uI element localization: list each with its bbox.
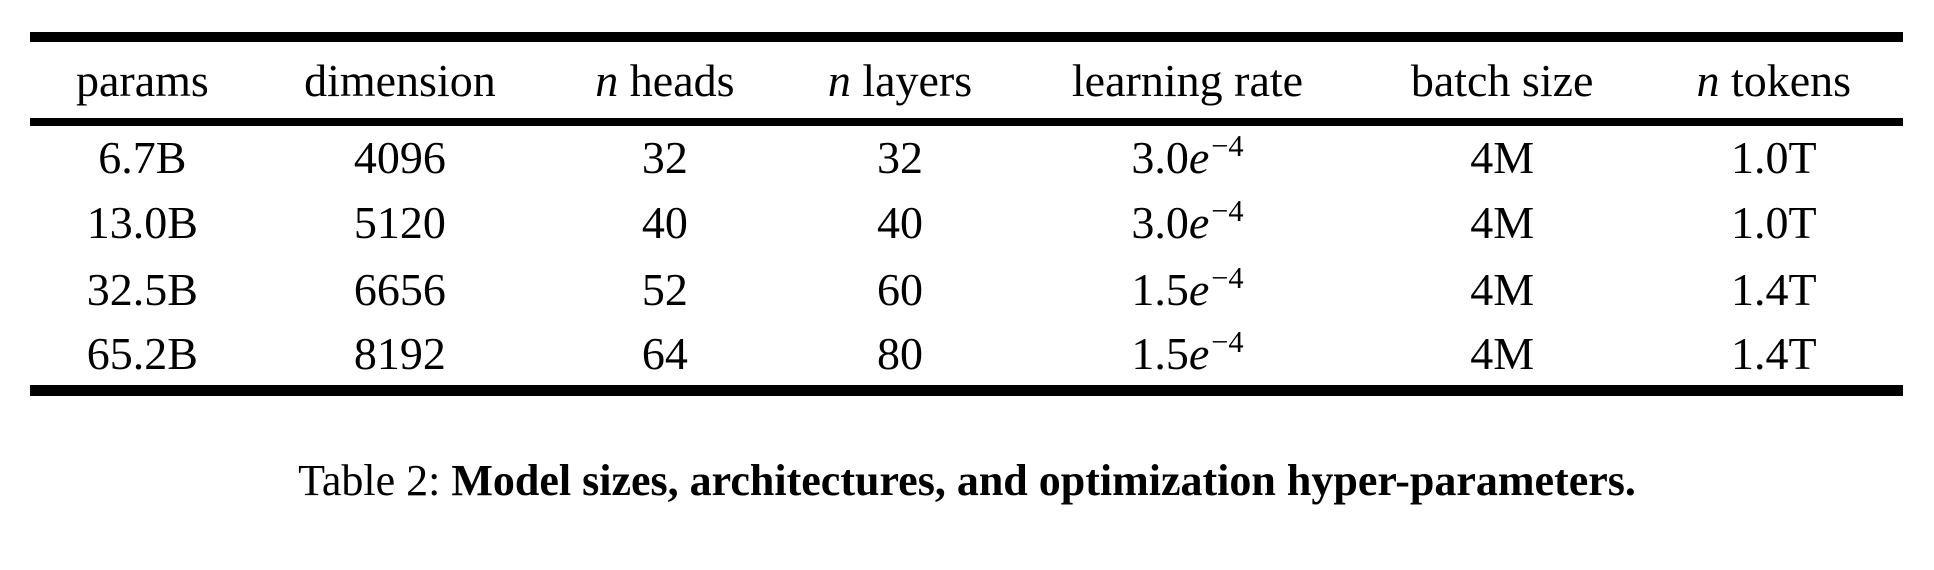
cell-n-layers: 60	[785, 256, 1015, 323]
table-row: 32.5B 6656 52 60 1.5e−4 4M 1.4T	[30, 256, 1903, 323]
n-heads-value: 40	[641, 197, 688, 248]
caption-label: Table 2:	[298, 456, 452, 505]
cell-n-layers: 40	[785, 189, 1015, 256]
n-tokens-value: 1.0T	[1730, 132, 1817, 183]
lr-exponent-symbol: e	[1188, 197, 1210, 248]
batch-size-value: 4M	[1470, 132, 1535, 183]
column-header-label: layers	[850, 54, 973, 106]
lr-coefficient: 3.0	[1131, 197, 1189, 248]
n-layers-value: 60	[876, 264, 923, 315]
column-header-label: learning rate	[1071, 54, 1304, 106]
batch-size-value: 4M	[1470, 328, 1535, 380]
cell-params: 6.7B	[30, 122, 255, 189]
dimension-value: 5120	[353, 197, 446, 248]
column-header-n-layers: n layers	[784, 37, 1016, 126]
params-value: 65.2B	[86, 328, 198, 380]
n-layers-value: 40	[876, 197, 923, 248]
cell-dimension: 5120	[255, 189, 545, 256]
n-heads-value: 64	[641, 328, 688, 380]
cell-n-heads: 40	[545, 189, 785, 256]
caption-title: Model sizes, architectures, and optimiza…	[451, 456, 1636, 505]
cell-n-tokens: 1.0T	[1644, 189, 1903, 256]
cell-n-heads: 52	[545, 256, 785, 323]
params-value: 32.5B	[86, 264, 198, 315]
lr-exponent-symbol: e	[1188, 132, 1210, 183]
model-hyperparameters-table: params dimension n heads n layers learni…	[30, 32, 1903, 396]
lr-coefficient: 3.0	[1131, 132, 1189, 183]
cell-n-layers: 32	[785, 122, 1015, 189]
params-value: 13.0B	[86, 197, 198, 248]
cell-learning-rate: 3.0e−4	[1015, 122, 1360, 189]
column-header-label: heads	[618, 54, 735, 106]
cell-batch-size: 4M	[1360, 189, 1645, 256]
table-row: 65.2B 8192 64 80 1.5e−4 4M 1.4T	[30, 323, 1903, 390]
cell-learning-rate: 1.5e−4	[1015, 256, 1360, 323]
n-layers-value: 32	[876, 132, 923, 183]
math-var-label: n	[1696, 54, 1720, 106]
cell-learning-rate: 3.0e−4	[1015, 189, 1360, 256]
column-header-label: dimension	[304, 54, 496, 106]
params-value: 6.7B	[98, 132, 187, 183]
column-header-label: tokens	[1719, 54, 1852, 106]
math-var-label: n	[827, 54, 851, 106]
cell-learning-rate: 1.5e−4	[1015, 323, 1360, 390]
table-caption: Table 2: Model sizes, architectures, and…	[0, 456, 1934, 506]
batch-size-value: 4M	[1470, 197, 1535, 248]
dimension-value: 8192	[353, 328, 446, 380]
cell-dimension: 6656	[255, 256, 545, 323]
dimension-value: 6656	[353, 264, 446, 315]
dimension-value: 4096	[353, 132, 446, 183]
lr-coefficient: 1.5	[1131, 328, 1189, 380]
n-tokens-value: 1.4T	[1730, 264, 1817, 315]
table-row: 6.7B 4096 32 32 3.0e−4 4M 1.0T	[30, 122, 1903, 189]
cell-dimension: 8192	[255, 323, 545, 390]
cell-params: 13.0B	[30, 189, 255, 256]
cell-dimension: 4096	[255, 122, 545, 189]
n-heads-value: 52	[641, 264, 688, 315]
column-header-label: batch size	[1410, 54, 1594, 106]
cell-n-heads: 64	[545, 323, 785, 390]
lr-exponent: −4	[1211, 194, 1244, 228]
lr-exponent: −4	[1211, 129, 1244, 163]
cell-params: 65.2B	[30, 323, 255, 390]
n-tokens-value: 1.4T	[1730, 328, 1817, 380]
cell-n-tokens: 1.4T	[1644, 323, 1903, 390]
n-heads-value: 32	[641, 132, 688, 183]
column-header-learning-rate: learning rate	[1015, 37, 1360, 126]
column-header-n-tokens: n tokens	[1644, 37, 1903, 126]
column-header-params: params	[30, 37, 255, 126]
cell-n-heads: 32	[545, 122, 785, 189]
cell-batch-size: 4M	[1360, 323, 1645, 390]
lr-coefficient: 1.5	[1131, 264, 1189, 315]
column-header-batch-size: batch size	[1359, 37, 1645, 126]
cell-n-tokens: 1.0T	[1644, 122, 1903, 189]
n-tokens-value: 1.0T	[1730, 197, 1817, 248]
cell-batch-size: 4M	[1360, 122, 1645, 189]
cell-n-layers: 80	[785, 323, 1015, 390]
cell-params: 32.5B	[30, 256, 255, 323]
n-layers-value: 80	[876, 328, 923, 380]
table-header-row: params dimension n heads n layers learni…	[30, 37, 1903, 126]
column-header-label: params	[75, 54, 209, 106]
cell-batch-size: 4M	[1360, 256, 1645, 323]
table-row: 13.0B 5120 40 40 3.0e−4 4M 1.0T	[30, 189, 1903, 256]
lr-exponent-symbol: e	[1188, 264, 1210, 315]
lr-exponent: −4	[1211, 261, 1244, 295]
lr-exponent-symbol: e	[1188, 328, 1210, 380]
column-header-dimension: dimension	[254, 37, 546, 126]
cell-n-tokens: 1.4T	[1644, 256, 1903, 323]
column-header-n-heads: n heads	[545, 37, 785, 126]
batch-size-value: 4M	[1470, 264, 1535, 315]
lr-exponent: −4	[1211, 325, 1244, 360]
math-var-label: n	[595, 54, 619, 106]
